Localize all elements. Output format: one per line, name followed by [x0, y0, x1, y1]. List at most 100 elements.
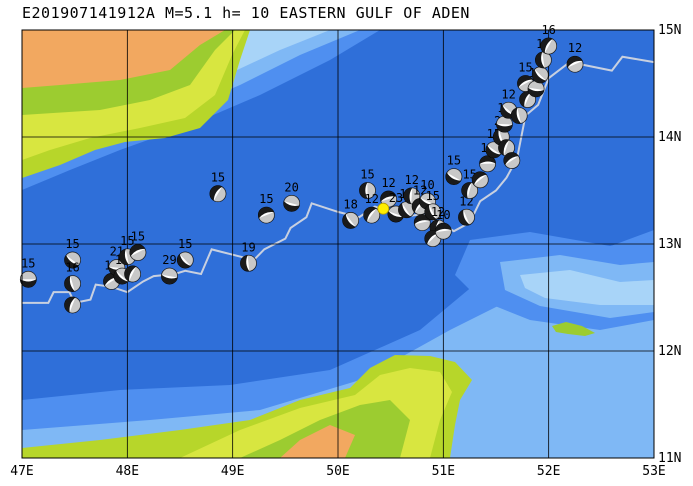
- latitude-labels: 15N 14N 13N 12N 11N: [658, 23, 681, 466]
- mechanism-compression: [209, 185, 223, 201]
- mechanism-compression: [424, 230, 439, 245]
- graticule-grid: [22, 30, 654, 458]
- mechanism-compression: [567, 56, 583, 68]
- mechanism-compression: [535, 52, 545, 68]
- focal-mechanism: [503, 152, 521, 169]
- latitude-label: 11N: [658, 451, 681, 466]
- longitude-label: 48E: [116, 464, 139, 479]
- focal-mechanism: 15: [257, 192, 275, 224]
- mechanism-compression: [342, 214, 356, 229]
- mechanism-depth-label: 19: [241, 240, 255, 254]
- mechanism-shade: [129, 266, 141, 282]
- mechanism-depth-label: 12: [431, 205, 445, 219]
- mechanism-depth-label: 12: [568, 41, 582, 55]
- focal-mechanisms: 1515161621121515291519151520181512122315…: [19, 23, 584, 314]
- focal-mechanism: 15: [176, 237, 194, 269]
- mechanism-shade: [420, 193, 436, 205]
- focal-mechanism: 15: [19, 256, 37, 288]
- longitude-label: 51E: [432, 464, 455, 479]
- mechanism-shade: [70, 275, 81, 292]
- focal-mechanism: 16: [64, 261, 81, 292]
- mechanism-compression: [283, 201, 300, 212]
- mechanism-shade: [463, 209, 475, 225]
- mechanism-shade: [429, 203, 441, 219]
- mechanism-compression: [461, 182, 472, 199]
- mechanism-compression: [363, 207, 377, 222]
- mechanism-depth-label: 20: [284, 180, 298, 194]
- mechanism-shade: [505, 156, 520, 169]
- focal-mechanism: 16: [540, 23, 558, 55]
- mechanism-shade: [213, 186, 226, 202]
- mechanism-compression: [64, 296, 76, 313]
- mechanism-compression: [177, 254, 191, 269]
- mechanism-depth-label: 18: [343, 197, 357, 211]
- mechanism-compression: [445, 172, 461, 185]
- mechanism-compression: [119, 248, 129, 265]
- latitude-label: 14N: [658, 130, 681, 145]
- mechanism-shade: [345, 212, 359, 227]
- mechanism-compression: [124, 265, 137, 282]
- mechanism-compression: [528, 87, 544, 97]
- mechanism-compression: [414, 214, 431, 225]
- mechanism-shade: [20, 271, 37, 280]
- mechanism-depth-label: 23: [389, 191, 403, 205]
- mechanism-depth-label: 15: [131, 230, 145, 244]
- mechanism-compression: [472, 171, 487, 185]
- mechanism-shade: [402, 201, 415, 217]
- focal-mechanism: [471, 171, 489, 189]
- mechanism-depth-label: 15: [178, 237, 192, 251]
- mechanism-compression: [129, 244, 145, 257]
- mechanism-compression: [161, 274, 178, 285]
- mechanism-compression: [240, 255, 250, 272]
- south-shelf: [22, 270, 654, 458]
- mechanism-depth-label: 12: [501, 87, 515, 101]
- focal-mechanism: [413, 214, 431, 232]
- mechanism-depth-label: 29: [162, 253, 176, 267]
- socotra-shallows: [520, 270, 654, 305]
- mechanism-shade: [542, 51, 552, 68]
- longitude-labels: 47E 48E 49E 50E 51E 52E 53E: [10, 464, 665, 479]
- focal-mechanism: 15: [461, 168, 479, 199]
- latitude-label: 13N: [658, 237, 681, 252]
- mechanism-depth-label: 15: [120, 234, 134, 248]
- mechanism-depth-label: 15: [65, 237, 79, 251]
- focal-mechanism: 18: [342, 197, 360, 229]
- focal-mechanism: [64, 296, 81, 314]
- mechanism-depth-label: 16: [65, 261, 79, 275]
- map-frame: [21, 29, 655, 459]
- focal-mechanism: [498, 139, 515, 157]
- mechanism-shade: [247, 255, 257, 272]
- focal-mechanism: [124, 265, 142, 283]
- mechanism-compression: [424, 204, 437, 220]
- map-title: E201907141912A M=5.1 h= 10 EASTERN GULF …: [22, 4, 470, 22]
- mechanism-compression: [435, 223, 452, 233]
- mechanism-compression: [359, 182, 368, 199]
- mechanism-compression: [503, 152, 519, 166]
- mechanism-shade: [66, 252, 81, 265]
- focal-mechanism: [510, 107, 528, 124]
- epicenter-marker: [377, 202, 390, 215]
- mechanism-depth-label: 15: [360, 168, 374, 182]
- mechanism-depth-label: 15: [211, 171, 225, 185]
- mechanism-shade: [567, 60, 583, 73]
- mechanism-depth-label: 15: [518, 61, 532, 75]
- mechanism-depth-label: 15: [426, 189, 440, 203]
- mechanism-depth-label: 12: [364, 192, 378, 206]
- mechanism-compression: [485, 145, 501, 158]
- mechanism-shade: [367, 208, 380, 224]
- mechanism-shade: [534, 66, 549, 81]
- mechanism-shade: [69, 297, 81, 313]
- mechanism-compression: [403, 187, 413, 204]
- mechanism-shade: [473, 174, 489, 188]
- mechanism-compression: [458, 209, 470, 226]
- mechanism-compression: [519, 91, 531, 107]
- focal-mechanism: 15: [424, 189, 442, 221]
- mechanism-shade: [283, 195, 300, 206]
- latitude-label: 12N: [658, 344, 681, 359]
- mechanism-compression: [258, 207, 274, 219]
- mechanism-shade: [179, 252, 194, 266]
- focal-mechanism: 15: [129, 230, 147, 261]
- longitude-label: 50E: [326, 464, 349, 479]
- mechanism-depth-label: 12: [405, 173, 419, 187]
